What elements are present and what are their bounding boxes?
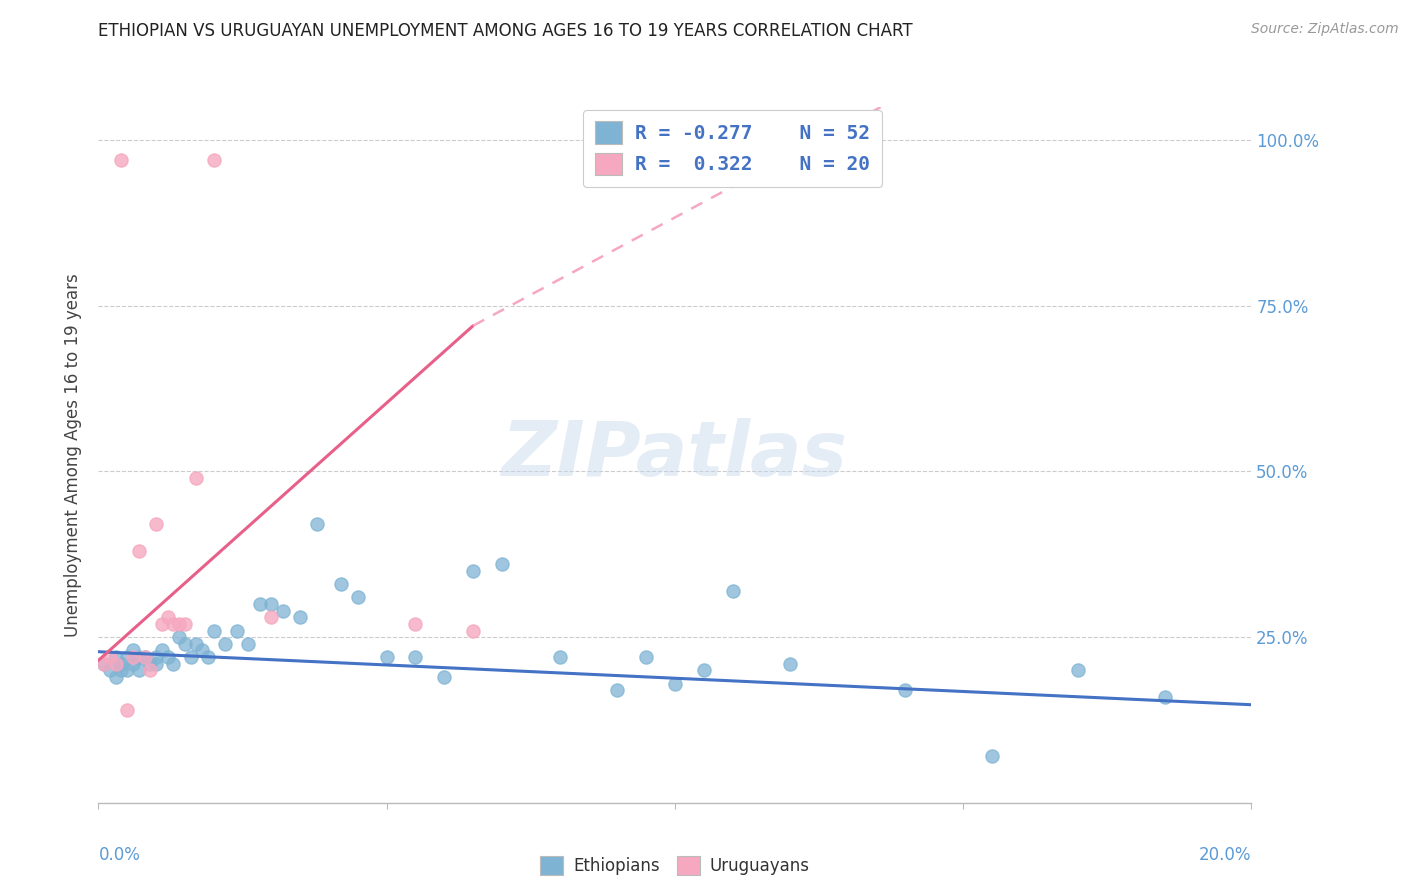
Point: [779, 657, 801, 671]
Point: [191, 643, 214, 657]
Point: [139, 657, 162, 671]
Text: ETHIOPIAN VS URUGUAYAN UNEMPLOYMENT AMONG AGES 16 TO 19 YEARS CORRELATION CHART: ETHIOPIAN VS URUGUAYAN UNEMPLOYMENT AMON…: [98, 22, 912, 40]
Point: [180, 650, 202, 665]
Legend: Ethiopians, Uruguayans: Ethiopians, Uruguayans: [530, 846, 820, 885]
Point: [122, 650, 145, 665]
Point: [606, 683, 628, 698]
Point: [122, 657, 145, 671]
Point: [98, 663, 121, 677]
Point: [249, 597, 271, 611]
Point: [271, 604, 294, 618]
Point: [110, 657, 132, 671]
Point: [167, 616, 190, 631]
Point: [329, 577, 352, 591]
Point: [260, 597, 283, 611]
Point: [433, 670, 456, 684]
Point: [461, 564, 484, 578]
Point: [225, 624, 247, 638]
Point: [128, 663, 150, 677]
Point: [405, 650, 427, 665]
Y-axis label: Unemployment Among Ages 16 to 19 years: Unemployment Among Ages 16 to 19 years: [65, 273, 83, 637]
Point: [290, 610, 312, 624]
Point: [307, 517, 329, 532]
Point: [1067, 663, 1090, 677]
Point: [491, 558, 513, 572]
Point: [156, 650, 179, 665]
Point: [156, 610, 179, 624]
Point: [461, 624, 484, 638]
Point: [346, 591, 368, 605]
Point: [117, 663, 139, 677]
Point: [260, 610, 283, 624]
Point: [117, 703, 139, 717]
Point: [150, 616, 173, 631]
Point: [174, 616, 197, 631]
Point: [664, 676, 686, 690]
Point: [197, 650, 219, 665]
Point: [93, 657, 115, 671]
Point: [139, 663, 162, 677]
Point: [110, 153, 132, 167]
Point: [721, 583, 744, 598]
Text: 20.0%: 20.0%: [1199, 846, 1251, 863]
Point: [128, 650, 150, 665]
Point: [134, 650, 156, 665]
Point: [150, 643, 173, 657]
Point: [202, 624, 225, 638]
Point: [110, 663, 132, 677]
Point: [186, 637, 208, 651]
Point: [117, 650, 139, 665]
Point: [162, 657, 184, 671]
Point: [162, 616, 184, 631]
Point: [894, 683, 917, 698]
Point: [167, 630, 190, 644]
Point: [1153, 690, 1175, 704]
Point: [104, 650, 127, 665]
Point: [238, 637, 260, 651]
Text: 0.0%: 0.0%: [98, 846, 141, 863]
Point: [145, 657, 167, 671]
Point: [636, 650, 658, 665]
Text: ZIPatlas: ZIPatlas: [502, 418, 848, 491]
Point: [128, 544, 150, 558]
Point: [981, 749, 1004, 764]
Point: [98, 650, 121, 665]
Point: [214, 637, 236, 651]
Point: [145, 517, 167, 532]
Point: [548, 650, 571, 665]
Point: [145, 650, 167, 665]
Point: [375, 650, 398, 665]
Point: [186, 471, 208, 485]
Text: Source: ZipAtlas.com: Source: ZipAtlas.com: [1251, 22, 1399, 37]
Point: [122, 643, 145, 657]
Point: [104, 670, 127, 684]
Point: [93, 657, 115, 671]
Point: [405, 616, 427, 631]
Point: [174, 637, 197, 651]
Point: [134, 650, 156, 665]
Point: [202, 153, 225, 167]
Point: [104, 657, 127, 671]
Point: [693, 663, 716, 677]
